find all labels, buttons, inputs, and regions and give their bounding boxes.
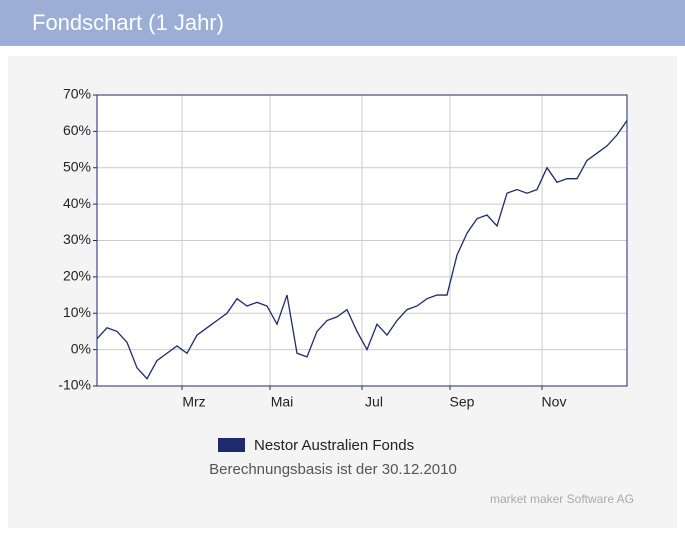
y-tick-label: 60% (63, 122, 91, 138)
annotation: Berechnungsbasis ist der 30.12.2010 (209, 461, 457, 478)
line (96, 120, 628, 380)
plot-border (96, 94, 628, 387)
x-tick-label: Nov (542, 394, 567, 410)
y-tick-label: -10% (58, 377, 91, 393)
x-tick-label: Jul (365, 394, 383, 410)
y-tick-label: 30% (63, 231, 91, 247)
x-tick-label: Mrz (182, 394, 205, 410)
y-tick-label: 10% (63, 304, 91, 320)
header-title: Fondschart (1 Jahr) (32, 10, 224, 35)
y-tick-label: 20% (63, 268, 91, 284)
y-tick-label: 70% (63, 86, 91, 102)
y-tick-label: 0% (71, 340, 91, 356)
y-tick-label: 40% (63, 195, 91, 211)
legend-label: Nestor Australien Fonds (254, 437, 414, 454)
x-tick-label: Sep (450, 394, 475, 410)
y-tick-label: 50% (63, 158, 91, 174)
header: Fondschart (1 Jahr) (0, 0, 685, 46)
credit: market maker Software AG (490, 492, 634, 506)
legend-swatch (218, 438, 245, 452)
x-tick-label: Mai (271, 394, 294, 410)
